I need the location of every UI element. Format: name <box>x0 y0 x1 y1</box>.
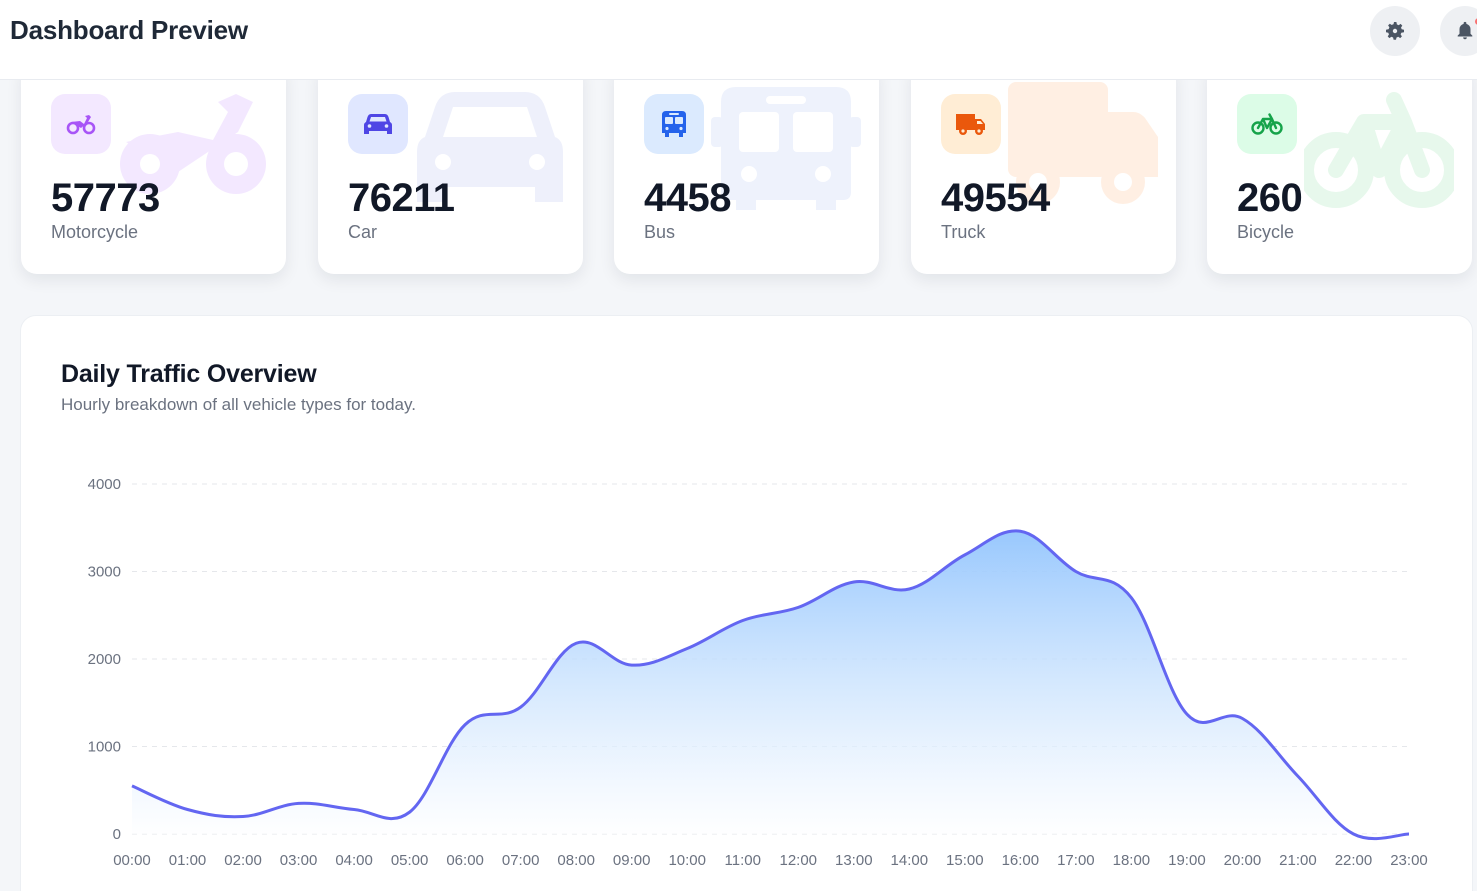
motorcycle-watermark-icon <box>120 94 266 194</box>
data-point-19:00[interactable] <box>1181 708 1193 720</box>
stat-count: 260 <box>1237 176 1303 220</box>
stat-label: Bus <box>644 222 676 242</box>
stat-label: Bicycle <box>1237 222 1295 242</box>
data-point-00:00[interactable] <box>126 780 138 792</box>
data-point-05:00[interactable] <box>404 806 416 818</box>
data-point-17:00[interactable] <box>1070 566 1082 578</box>
x-tick-label: 15:00 <box>946 852 984 869</box>
y-tick-label: 3000 <box>88 564 121 581</box>
x-tick-label: 12:00 <box>779 852 817 869</box>
truck-icon <box>956 114 985 135</box>
data-point-18:00[interactable] <box>1125 592 1137 604</box>
data-point-22:00[interactable] <box>1347 828 1359 840</box>
data-point-09:00[interactable] <box>626 659 638 671</box>
data-point-04:00[interactable] <box>348 804 360 816</box>
data-point-21:00[interactable] <box>1292 770 1304 782</box>
bus-watermark-icon <box>711 87 861 210</box>
stat-count: 4458 <box>644 176 731 220</box>
y-tick-label: 0 <box>113 826 121 843</box>
x-tick-label: 23:00 <box>1390 852 1428 869</box>
traffic-chart-card: Daily Traffic Overview Hourly breakdown … <box>20 315 1473 891</box>
data-point-07:00[interactable] <box>515 701 527 713</box>
x-tick-label: 05:00 <box>391 852 429 869</box>
truck-watermark-icon <box>1008 82 1158 204</box>
x-tick-label: 01:00 <box>169 852 207 869</box>
x-tick-label: 18:00 <box>1113 852 1151 869</box>
data-point-02:00[interactable] <box>237 811 249 823</box>
stat-card-bus: 4458 Bus <box>614 60 879 274</box>
truck-icon-box <box>941 94 1001 154</box>
data-point-03:00[interactable] <box>293 797 305 809</box>
y-tick-label: 2000 <box>88 651 121 668</box>
stat-label: Truck <box>941 222 986 242</box>
data-point-14:00[interactable] <box>903 583 915 595</box>
x-tick-label: 19:00 <box>1168 852 1206 869</box>
settings-button[interactable] <box>1370 6 1420 56</box>
x-tick-label: 02:00 <box>224 852 262 869</box>
bicycle-icon <box>1251 113 1283 135</box>
x-tick-label: 06:00 <box>446 852 484 869</box>
chart-subtitle: Hourly breakdown of all vehicle types fo… <box>61 395 416 414</box>
bus-icon-box <box>644 94 704 154</box>
traffic-area-chart: 0 1000 2000 3000 4000 00:00 01:00 02:00 03:00 04:… <box>88 476 1428 869</box>
x-tick-label: 03:00 <box>280 852 318 869</box>
x-tick-label: 11:00 <box>725 852 761 869</box>
notification-dot <box>1475 18 1477 25</box>
stat-count: 49554 <box>941 176 1050 220</box>
notifications-button[interactable] <box>1440 6 1477 56</box>
data-point-15:00[interactable] <box>959 549 971 561</box>
bell-icon <box>1457 21 1473 40</box>
bicycle-watermark-icon <box>1304 92 1454 208</box>
motorcycle-icon <box>66 115 96 135</box>
data-point-06:00[interactable] <box>459 719 471 731</box>
data-point-11:00[interactable] <box>737 615 749 627</box>
data-point-08:00[interactable] <box>570 637 582 649</box>
chart-title: Daily Traffic Overview <box>61 360 317 388</box>
data-point-01:00[interactable] <box>182 804 194 816</box>
stat-card-car: 76211 Car <box>318 60 583 274</box>
data-point-10:00[interactable] <box>681 643 693 655</box>
stat-label: Motorcycle <box>51 222 139 242</box>
stat-card-truck: 49554 Truck <box>911 60 1176 274</box>
x-tick-label: 14:00 <box>891 852 929 869</box>
x-tick-label: 22:00 <box>1335 852 1373 869</box>
x-tick-label: 09:00 <box>613 852 651 869</box>
y-tick-label: 4000 <box>88 476 121 493</box>
bus-icon <box>662 111 686 137</box>
car-watermark-icon <box>417 92 563 202</box>
x-tick-label: 07:00 <box>502 852 540 869</box>
stat-card-bicycle: 260 Bicycle <box>1207 60 1472 274</box>
stat-card-motorcycle: 57773 Motorcycle <box>21 60 286 274</box>
x-tick-label: 17:00 <box>1057 852 1095 869</box>
data-point-13:00[interactable] <box>848 576 860 588</box>
x-tick-label: 00:00 <box>113 852 151 869</box>
x-tick-label: 21:00 <box>1279 852 1317 869</box>
x-tick-label: 04:00 <box>335 852 373 869</box>
traffic-area-fill <box>132 530 1409 839</box>
x-tick-label: 20:00 <box>1224 852 1262 869</box>
bicycle-icon-box <box>1237 94 1297 154</box>
data-point-23:00[interactable] <box>1403 828 1415 840</box>
car-icon-box <box>348 94 408 154</box>
stat-count: 76211 <box>348 176 455 220</box>
x-tick-label: 16:00 <box>1002 852 1040 869</box>
traffic-series-line <box>131 529 1410 841</box>
x-tick-label: 08:00 <box>557 852 595 869</box>
car-icon <box>364 114 392 134</box>
stat-label: Car <box>348 222 378 242</box>
y-tick-label: 1000 <box>88 739 121 756</box>
gear-icon <box>1386 22 1404 40</box>
motorcycle-icon-box <box>51 94 111 154</box>
data-point-16:00[interactable] <box>1014 525 1026 537</box>
x-tick-label: 13:00 <box>835 852 873 869</box>
top-bar: Dashboard Preview <box>0 0 1477 80</box>
x-tick-label: 10:00 <box>668 852 706 869</box>
data-point-12:00[interactable] <box>792 601 804 613</box>
page-title: Dashboard Preview <box>10 15 248 45</box>
data-point-20:00[interactable] <box>1236 713 1248 725</box>
stat-count: 57773 <box>51 176 160 220</box>
